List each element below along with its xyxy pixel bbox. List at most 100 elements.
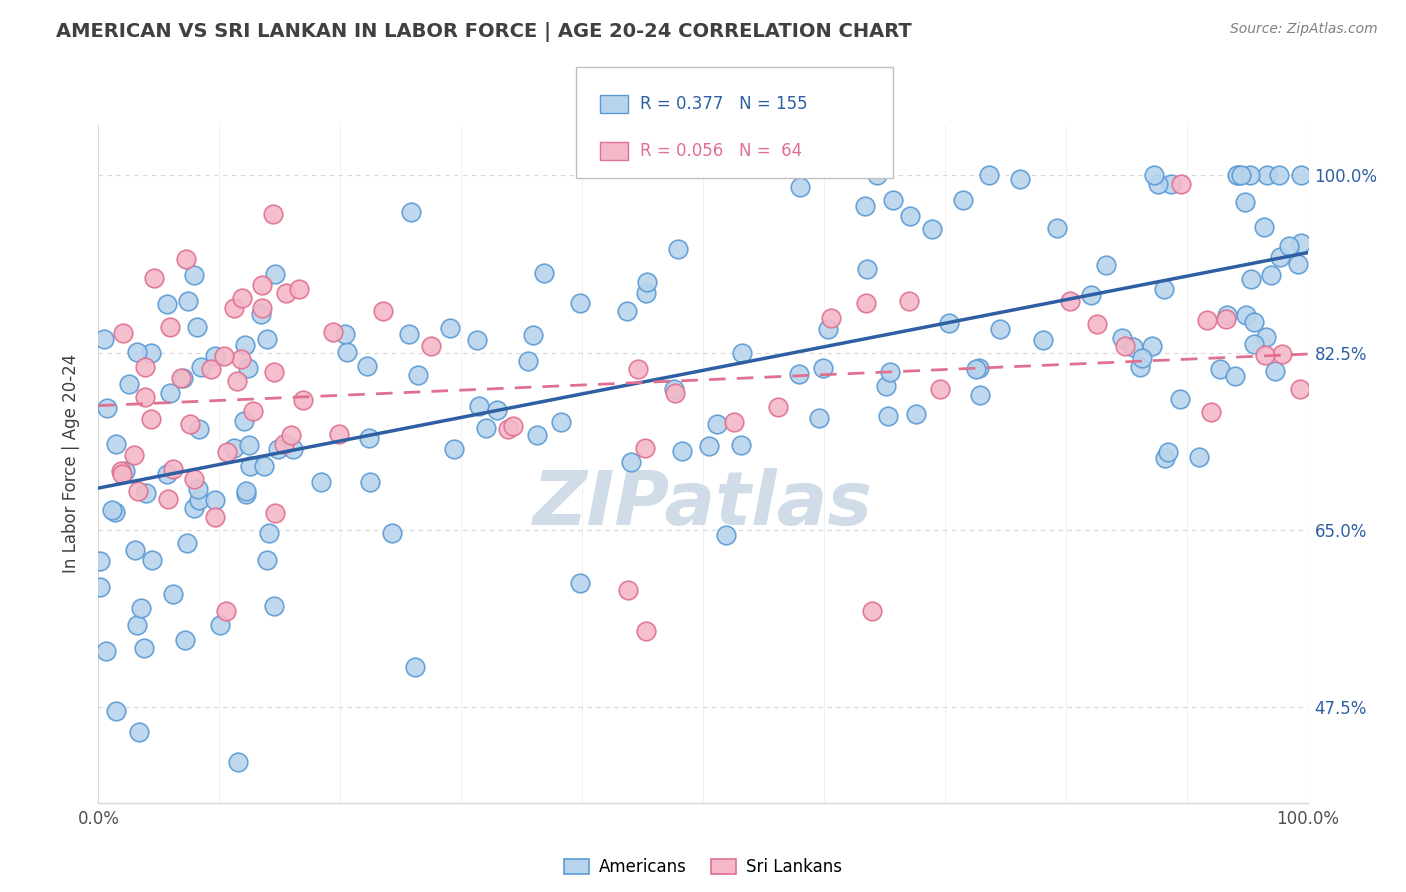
Point	[125, 344, 148, 359]
Point	[860, 603, 883, 617]
Point	[288, 282, 311, 296]
Point	[222, 301, 245, 315]
Point	[855, 296, 877, 310]
Point	[231, 351, 253, 366]
Point	[187, 482, 209, 496]
Point	[124, 542, 146, 557]
Point	[238, 438, 260, 452]
Point	[898, 294, 921, 309]
Point	[1240, 272, 1263, 286]
Text: Source: ZipAtlas.com: Source: ZipAtlas.com	[1230, 22, 1378, 37]
Point	[257, 526, 280, 541]
Point	[239, 459, 262, 474]
Point	[990, 322, 1012, 336]
Point	[965, 362, 987, 376]
Point	[111, 326, 134, 341]
Point	[1046, 220, 1069, 235]
Point	[231, 291, 253, 305]
Point	[404, 659, 426, 673]
Point	[879, 365, 901, 379]
Point	[1140, 339, 1163, 353]
Point	[1243, 337, 1265, 351]
Text: R = 0.056   N =  64: R = 0.056 N = 64	[640, 143, 801, 161]
Point	[398, 326, 420, 341]
Point	[877, 409, 900, 424]
Point	[1234, 309, 1257, 323]
Point	[1225, 369, 1247, 384]
Point	[1289, 169, 1312, 183]
Point	[662, 382, 685, 396]
Point	[1157, 445, 1180, 459]
Point	[1268, 250, 1291, 264]
Point	[969, 361, 991, 376]
Legend: Americans, Sri Lankans: Americans, Sri Lankans	[557, 851, 849, 882]
Point	[882, 194, 904, 208]
Point	[262, 207, 284, 221]
Point	[156, 297, 179, 311]
Point	[1253, 219, 1275, 234]
Point	[242, 404, 264, 418]
Point	[122, 448, 145, 462]
Point	[977, 169, 1000, 183]
Point	[141, 346, 163, 360]
Point	[183, 268, 205, 282]
Point	[1188, 450, 1211, 465]
Point	[921, 222, 943, 236]
Point	[664, 386, 686, 401]
Point	[1146, 178, 1168, 192]
Point	[617, 583, 640, 598]
Point	[177, 293, 200, 308]
Point	[620, 455, 643, 469]
Point	[439, 321, 461, 335]
Point	[730, 437, 752, 451]
Point	[1197, 312, 1219, 326]
Point	[322, 325, 344, 339]
Point	[1032, 333, 1054, 347]
Point	[183, 472, 205, 486]
Point	[550, 415, 572, 429]
Point	[766, 401, 789, 415]
Point	[1264, 364, 1286, 378]
Point	[1267, 169, 1289, 183]
Point	[104, 704, 127, 718]
Point	[273, 437, 295, 451]
Point	[186, 319, 208, 334]
Point	[533, 266, 555, 280]
Point	[253, 459, 276, 474]
Point	[1256, 169, 1278, 183]
Point	[156, 467, 179, 481]
Point	[952, 193, 974, 207]
Point	[1160, 177, 1182, 191]
Point	[101, 503, 124, 517]
Point	[89, 554, 111, 568]
Point	[516, 354, 538, 368]
Point	[496, 422, 519, 436]
Point	[190, 359, 212, 374]
Point	[616, 304, 638, 318]
Point	[104, 436, 127, 450]
Point	[235, 486, 257, 500]
Point	[236, 361, 259, 376]
Point	[1278, 238, 1301, 252]
Point	[443, 442, 465, 456]
Point	[807, 411, 830, 425]
Point	[134, 391, 156, 405]
Point	[1215, 312, 1237, 326]
Point	[723, 415, 745, 429]
Point	[212, 349, 235, 363]
Point	[731, 345, 754, 359]
Point	[789, 180, 811, 194]
Point	[118, 376, 141, 391]
Text: R = 0.377   N = 155: R = 0.377 N = 155	[640, 95, 807, 113]
Point	[522, 327, 544, 342]
Point	[1095, 258, 1118, 272]
Point	[204, 510, 226, 524]
Point	[127, 484, 149, 499]
Point	[215, 444, 238, 458]
Point	[714, 528, 737, 542]
Point	[938, 316, 960, 330]
Point	[226, 756, 249, 770]
Point	[697, 438, 720, 452]
Point	[264, 267, 287, 281]
Point	[634, 624, 657, 638]
